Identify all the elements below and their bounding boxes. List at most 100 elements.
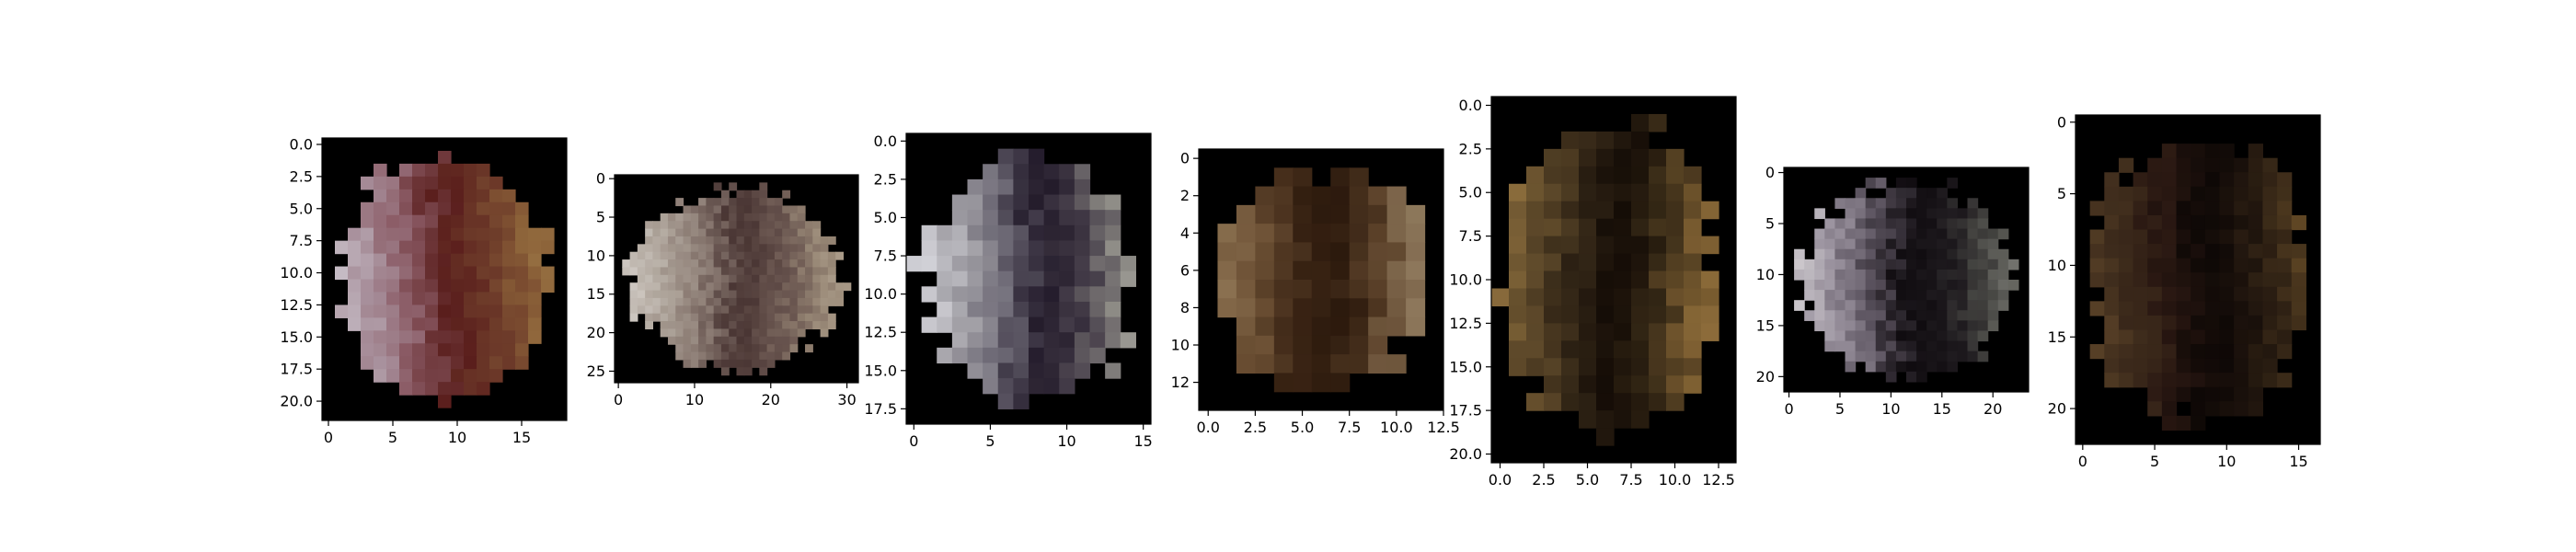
pixel-cell (1043, 286, 1060, 303)
pixel-cell (2176, 214, 2191, 231)
pixel-cell (1013, 362, 1029, 379)
pixel-cell (983, 210, 999, 226)
pixel-cell (1845, 238, 1857, 250)
pixel-cell (1330, 373, 1351, 393)
pixel-cell (820, 274, 829, 283)
pixel-cell (805, 221, 813, 230)
pixel-grid (1794, 178, 2019, 383)
pixel-cell (1885, 188, 1897, 199)
pixel-cell (1273, 260, 1294, 281)
pixel-cell (789, 228, 799, 237)
pixel-cell (967, 210, 983, 226)
pixel-cell (2176, 186, 2191, 201)
pixel-cell (1895, 310, 1907, 321)
pixel-cell (1596, 358, 1615, 376)
pixel-cell (752, 259, 760, 269)
pixel-cell (1804, 310, 1815, 321)
pixel-cell (361, 279, 374, 293)
pixel-cell (1684, 340, 1702, 359)
pixel-cell (425, 330, 439, 344)
x-tick-label: 0 (1784, 400, 1793, 418)
pixel-cell (451, 356, 465, 370)
pixel-cell (720, 244, 730, 253)
pixel-cell (675, 259, 684, 269)
pixel-cell (983, 194, 999, 211)
pixel-cell (2118, 244, 2134, 259)
pixel-cell (698, 305, 707, 315)
pixel-cell (743, 190, 753, 199)
pixel-cell (1937, 198, 1948, 209)
pixel-cell (706, 251, 715, 260)
pixel-cell (2219, 386, 2235, 402)
x-tick-label: 10 (2217, 453, 2236, 470)
pixel-cell (2161, 244, 2178, 259)
pixel-cell (425, 317, 439, 331)
pixel-cell (1631, 323, 1650, 341)
pixel-cell (1596, 323, 1615, 341)
pixel-cell (1273, 298, 1294, 318)
pixel-cell (736, 236, 745, 245)
pixel-cell (1236, 260, 1256, 281)
x-tick-label: 2.5 (1532, 471, 1555, 489)
pixel-cell (1987, 290, 1999, 301)
pixel-cell (1614, 305, 1632, 324)
pixel-cell (1895, 259, 1907, 270)
pixel-cell (374, 227, 387, 242)
pixel-cell (502, 305, 516, 318)
pixel-cell (477, 343, 490, 357)
pixel-cell (743, 305, 753, 315)
pixel-cell (797, 290, 806, 299)
x-tick-label: 12.5 (1427, 419, 1460, 436)
x-tick-label: 0.0 (1489, 471, 1512, 489)
pixel-cell (805, 228, 813, 237)
pixel-cell (690, 290, 699, 299)
pixel-cell (1804, 290, 1815, 301)
pixel-cell (1631, 183, 1650, 202)
pixel-cell (502, 189, 516, 203)
pixel-cell (1804, 269, 1815, 281)
pixel-cell (983, 378, 999, 395)
pixel-cell (797, 321, 806, 330)
pixel-cell (2176, 157, 2191, 173)
pixel-cell (1596, 166, 1615, 185)
pixel-cell (451, 369, 465, 383)
pixel-cell (743, 313, 753, 322)
pixel-cell (1074, 270, 1091, 287)
pixel-cell (1824, 280, 1836, 291)
pixel-cell (1368, 354, 1388, 374)
pixel-cell (759, 190, 768, 199)
pixel-cell (1875, 178, 1887, 189)
pixel-cell (1845, 290, 1857, 301)
pixel-cell (2291, 301, 2306, 316)
pixel-cell (1906, 198, 1917, 209)
pixel-cell (1906, 300, 1917, 311)
x-tick-label: 5 (388, 429, 397, 446)
pixel-cell (1957, 218, 1969, 230)
pixel-cell (502, 279, 516, 293)
pixel-cell (782, 259, 791, 269)
pixel-cell (729, 198, 738, 207)
pixel-cell (2248, 144, 2264, 159)
pixel-cell (820, 321, 829, 330)
pixel-cell (690, 251, 699, 260)
pixel-cell (438, 382, 452, 396)
pixel-cell (399, 279, 413, 293)
pixel-cell (805, 282, 813, 292)
pixel-cell (637, 282, 646, 292)
pixel-cell (1895, 280, 1907, 291)
pixel-cell (1013, 393, 1029, 409)
pixel-cell (425, 214, 439, 229)
pixel-cell (1916, 320, 1927, 332)
pixel-cell (1649, 393, 1667, 411)
pixel-cell (477, 201, 490, 216)
pixel-cell (1105, 210, 1121, 226)
pixel-cell (1865, 178, 1877, 189)
pixel-cell (2104, 286, 2120, 302)
pixel-cell (1885, 330, 1897, 342)
pixel-cell (1074, 332, 1091, 349)
pixel-cell (675, 297, 684, 306)
pixel-cell (1834, 248, 1846, 260)
y-tick-label: 5.0 (1459, 184, 1482, 201)
pixel-cell (2248, 172, 2264, 188)
